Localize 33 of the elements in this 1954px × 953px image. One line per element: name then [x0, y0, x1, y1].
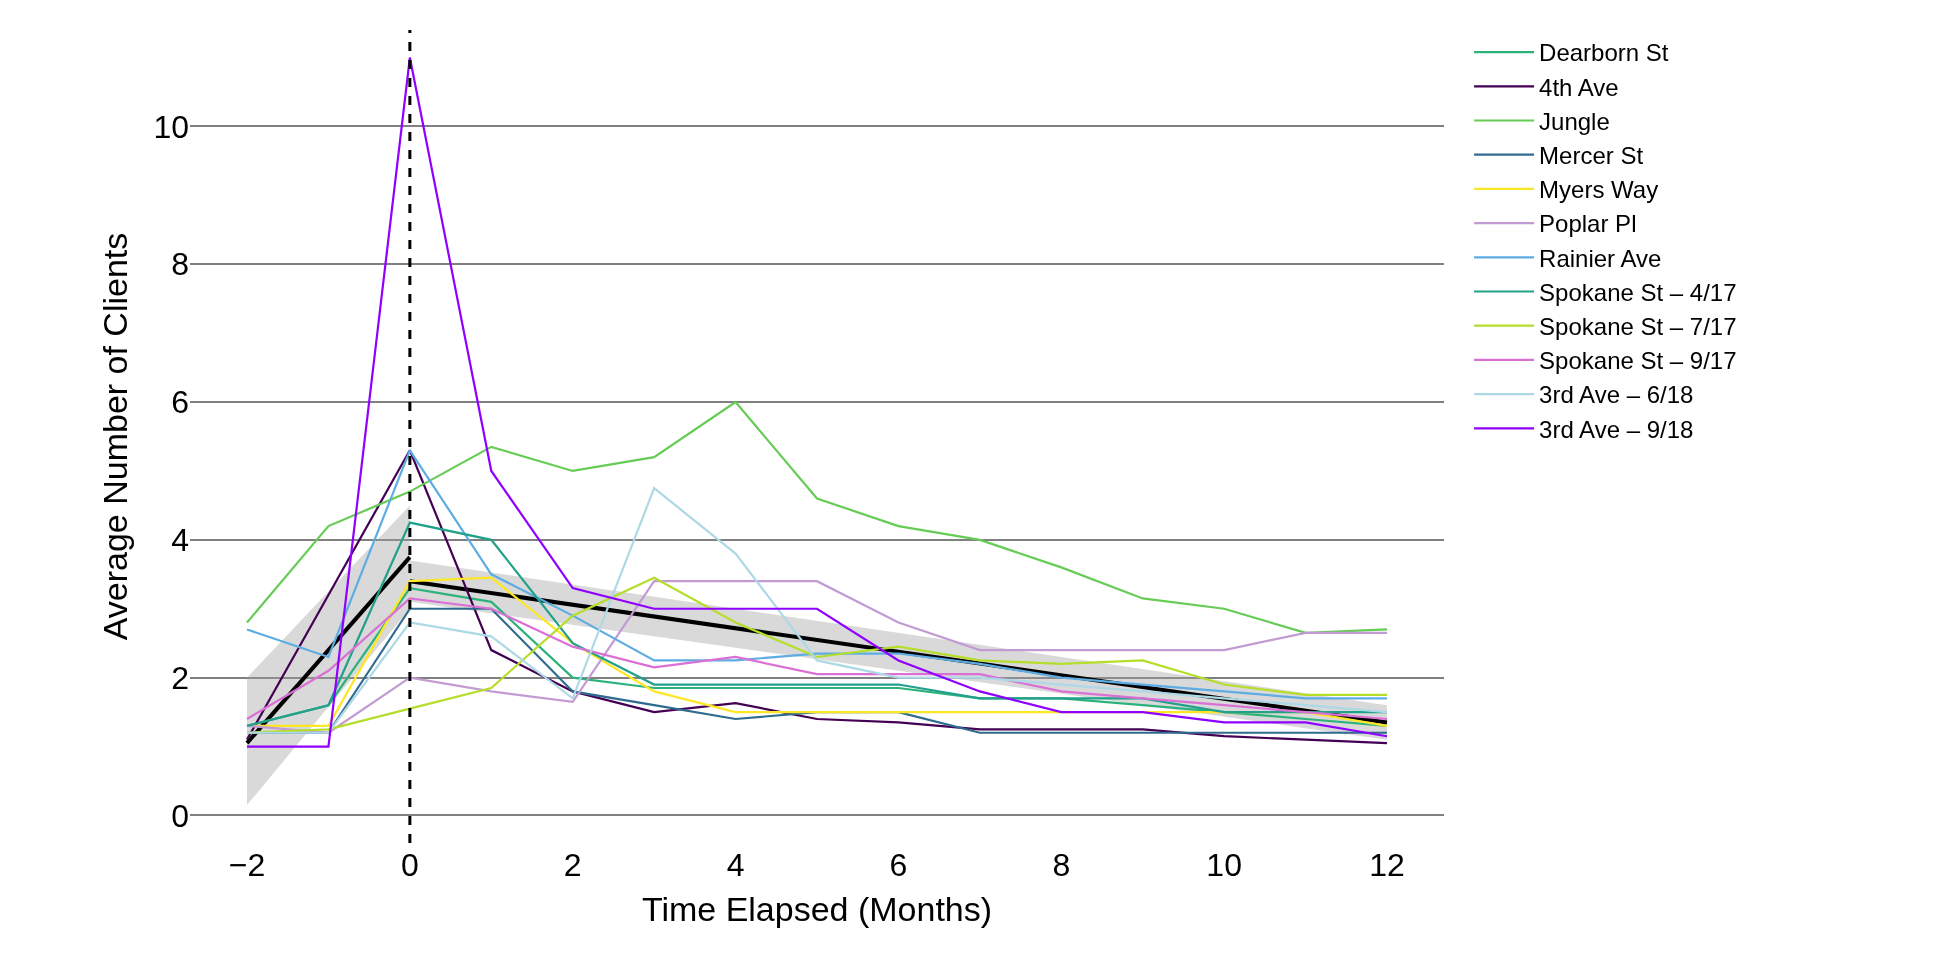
y-tick-label: 6: [171, 384, 189, 421]
line-series: [245, 56, 1389, 748]
y-axis-title: Average Number of Clients: [96, 232, 135, 641]
y-tick-label: 4: [171, 522, 189, 559]
line-series: [245, 487, 1389, 734]
y-tick-label: 10: [153, 108, 189, 145]
legend-label: Spokane St – 7/17: [1539, 313, 1737, 341]
line-series: [245, 400, 1389, 634]
y-tick-label: 8: [171, 246, 189, 283]
legend-label: Spokane St – 9/17: [1539, 347, 1737, 375]
x-tick-label: 4: [726, 847, 745, 883]
x-tick-label: 12: [1369, 847, 1405, 883]
x-tick-label: 6: [889, 847, 908, 883]
x-tick-label: 10: [1206, 847, 1242, 883]
x-tick-label: 0: [400, 847, 419, 883]
x-tick-label: −2: [228, 847, 266, 883]
legend-label: 3rd Ave – 9/18: [1539, 415, 1694, 443]
legend-label: Poplar Pl: [1539, 210, 1637, 238]
y-tick-label: 0: [171, 797, 189, 834]
legend-label: Mercer St: [1539, 142, 1644, 170]
legend-label: Dearborn St: [1539, 39, 1669, 67]
x-axis-title: Time Elapsed (Months): [641, 890, 993, 929]
x-tick-label: 2: [563, 847, 582, 883]
line-series: [245, 449, 1389, 745]
legend-label: Jungle: [1539, 107, 1610, 135]
y-tick-label: 2: [171, 659, 189, 696]
legend-label: Spokane St – 4/17: [1539, 278, 1737, 306]
legend-label: 3rd Ave – 6/18: [1539, 381, 1694, 409]
line-series: [245, 449, 1389, 700]
legend-label: 4th Ave: [1539, 73, 1619, 101]
legend-label: Rainier Ave: [1539, 244, 1662, 272]
x-tick-label: 8: [1052, 847, 1071, 883]
legend-label: Myers Way: [1539, 176, 1659, 204]
